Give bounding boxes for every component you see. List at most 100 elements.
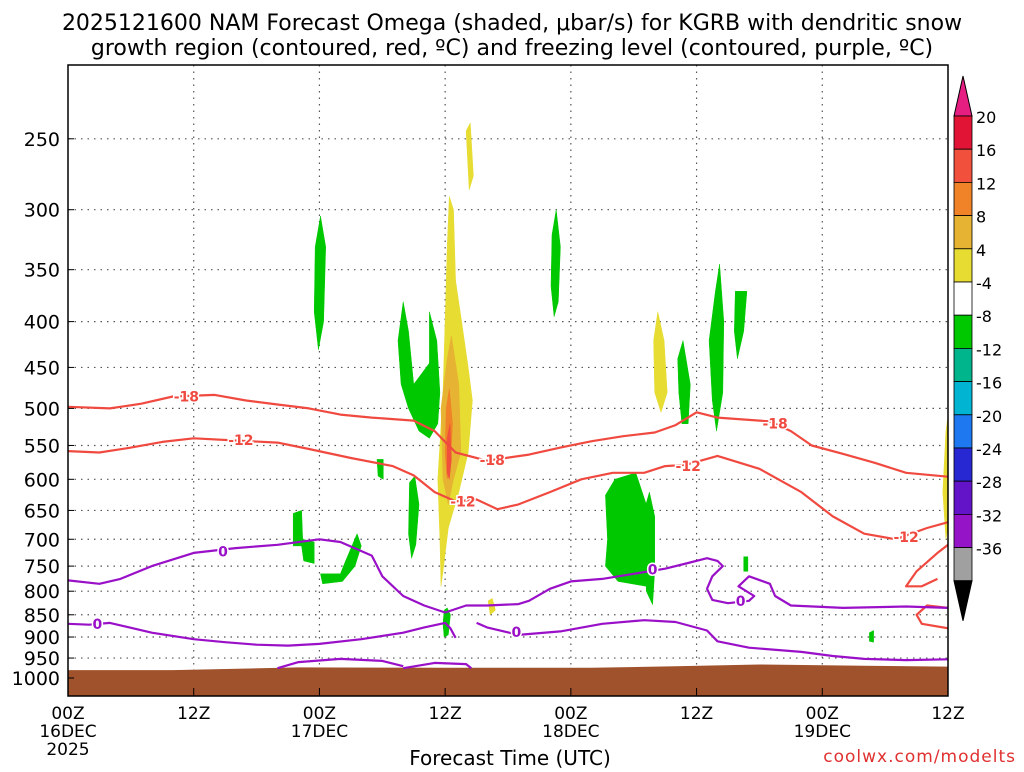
contour-labels: -18 -18 -18 -12 -12 -12 -12 0 0 0 0 0 xyxy=(91,388,920,642)
colorbar-label: 12 xyxy=(976,174,996,193)
colorbar-swatch xyxy=(953,314,973,349)
colorbar-swatch xyxy=(953,215,973,250)
y-tick-label: 900 xyxy=(24,627,60,649)
x-tick-label: 12Z xyxy=(429,704,462,724)
colorbar-swatch xyxy=(953,447,973,482)
x-tick-label: 00Z xyxy=(303,704,336,724)
x-date-label: 18DEC xyxy=(542,722,599,742)
colorbar-swatch xyxy=(953,248,973,283)
dgz-contour xyxy=(68,437,948,541)
colorbar-label: -20 xyxy=(976,407,1002,426)
x-date-label: 17DEC xyxy=(291,722,348,742)
x-axis-label: Forecast Time (UTC) xyxy=(409,746,611,768)
y-tick-label: 400 xyxy=(24,312,60,334)
colorbar-label: -4 xyxy=(976,274,992,293)
colorbar-label: -24 xyxy=(976,440,1002,459)
colorbar-label: 20 xyxy=(976,108,996,127)
omega-region xyxy=(550,209,561,317)
chart-title-line2: growth region (contoured, red, ºC) and f… xyxy=(91,36,933,61)
omega-region xyxy=(677,340,691,424)
omega-region xyxy=(320,533,362,585)
x-tick-label: 12Z xyxy=(680,704,713,724)
contour-label: 0 xyxy=(218,544,228,560)
colorbar-label: -32 xyxy=(976,506,1002,525)
y-tick-label: 250 xyxy=(24,129,60,151)
omega-region xyxy=(313,216,326,350)
x-date-label: 19DEC xyxy=(794,722,851,742)
colorbar-swatch xyxy=(953,347,973,382)
y-tick-label: 800 xyxy=(24,581,60,603)
colorbar-swatch xyxy=(953,514,973,549)
freezing-contour xyxy=(277,657,404,670)
y-tick-label: 550 xyxy=(24,435,60,457)
y-axis-ticks: 2503003504004505005506006507007508008509… xyxy=(12,129,74,690)
contour-label: -18 xyxy=(480,453,505,469)
colorbar-label: -8 xyxy=(976,307,992,326)
y-tick-label: 1000 xyxy=(12,668,60,690)
colorbar-label: -16 xyxy=(976,374,1002,393)
dgz-contour xyxy=(915,604,948,630)
omega-region xyxy=(465,121,474,190)
x-tick-label: 12Z xyxy=(931,704,964,724)
grid xyxy=(68,65,948,696)
contour-label: -12 xyxy=(676,459,701,475)
y-tick-label: 600 xyxy=(24,469,60,491)
contour-label: -12 xyxy=(893,530,918,546)
omega-region xyxy=(487,598,496,616)
colorbar-label: -28 xyxy=(976,473,1002,492)
contour-label: -18 xyxy=(174,390,199,406)
omega-region xyxy=(653,311,668,414)
colorbar-label: 16 xyxy=(976,141,996,160)
chart-title-line1: 2025121600 NAM Forecast Omega (shaded, μ… xyxy=(62,11,962,36)
x-year-label: 2025 xyxy=(46,740,89,760)
y-tick-label: 750 xyxy=(24,556,60,578)
contour-label: -18 xyxy=(762,417,787,433)
omega-region xyxy=(708,264,725,432)
x-tick-label: 00Z xyxy=(51,704,84,724)
omega-region xyxy=(869,630,874,643)
freezing-contour xyxy=(68,621,457,647)
x-tick-label: 12Z xyxy=(177,704,210,724)
y-tick-label: 950 xyxy=(24,648,60,670)
y-tick-label: 850 xyxy=(24,605,60,627)
contour-label: 0 xyxy=(512,625,522,641)
contour-label: -12 xyxy=(450,494,475,510)
dgz-contour xyxy=(68,393,948,478)
freezing-contour xyxy=(403,661,472,670)
omega-region xyxy=(292,510,315,564)
colorbar-label: -36 xyxy=(976,540,1002,559)
contour-label: 0 xyxy=(92,617,102,633)
omega-region xyxy=(734,291,748,359)
colorbar-swatch xyxy=(953,414,973,449)
freezing-contour xyxy=(476,619,948,662)
omega-shading xyxy=(292,121,948,643)
omega-region xyxy=(397,301,441,439)
y-tick-label: 350 xyxy=(24,260,60,282)
y-tick-label: 650 xyxy=(24,500,60,522)
ground-fill xyxy=(68,664,948,696)
colorbar-label: -12 xyxy=(976,340,1002,359)
colorbar: 20 16 12 8 4 -4 -8 -12 -16 -20 -24 -28 -32 -36 xyxy=(953,75,1002,621)
omega-region xyxy=(446,423,452,480)
colorbar-swatch xyxy=(953,148,973,183)
colorbar-swatch xyxy=(953,547,973,582)
omega-region xyxy=(743,556,749,572)
credit-text: coolwx.com/modelts xyxy=(823,747,1016,767)
x-tick-label: 00Z xyxy=(806,704,839,724)
colorbar-swatch xyxy=(953,381,973,416)
y-tick-label: 300 xyxy=(24,200,60,222)
x-date-label: 16DEC xyxy=(39,722,96,742)
y-tick-label: 450 xyxy=(24,357,60,379)
y-tick-label: 700 xyxy=(24,529,60,551)
freezing-contour xyxy=(68,538,948,614)
omega-region xyxy=(605,472,647,587)
ground-layer xyxy=(68,664,948,696)
colorbar-swatch xyxy=(953,115,973,150)
y-tick-label: 500 xyxy=(24,398,60,420)
x-tick-label: 00Z xyxy=(554,704,587,724)
colorbar-bottom-arrow xyxy=(953,580,973,621)
colorbar-swatch xyxy=(953,181,973,216)
contours xyxy=(68,393,948,670)
